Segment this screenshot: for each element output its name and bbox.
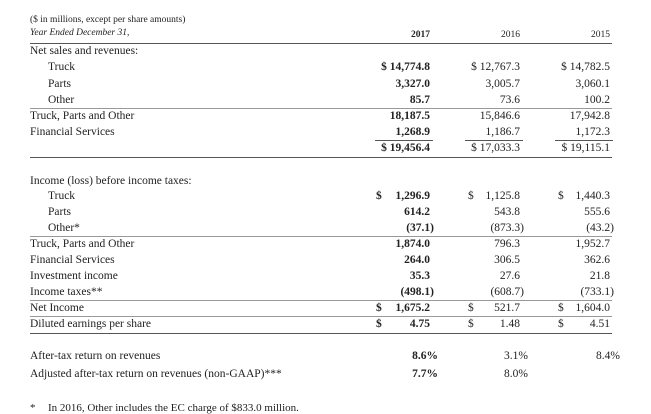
row-label: Other* — [48, 222, 80, 234]
cell-2017: (37.1) — [406, 222, 434, 234]
cell-2017: $ 14,774.8 — [381, 61, 430, 73]
cell-2017: 3,327.0 — [395, 78, 431, 90]
cell-2016: 3,005.7 — [485, 78, 521, 90]
row-label: Income taxes** — [30, 286, 103, 298]
period-label: Year Ended December 31, — [30, 28, 130, 38]
row-label: Other — [48, 94, 75, 106]
cell-2015: (733.1) — [580, 286, 614, 298]
total-2017: $ 19,456.4 — [381, 142, 430, 154]
cell-2017: 18,187.5 — [389, 110, 430, 122]
year-2016-header: 2016 — [501, 30, 520, 40]
total-2016: $ 17,033.3 — [471, 142, 520, 154]
cell-2015: 1,604.0 — [575, 302, 611, 314]
cell-2016: 521.7 — [494, 302, 520, 314]
row-divider — [30, 236, 612, 237]
cell-2016: 543.8 — [494, 206, 520, 218]
cell-2017: 7.7% — [412, 368, 438, 380]
row-divider — [30, 316, 612, 317]
cell-2015: 1,440.3 — [575, 190, 611, 202]
cell-2017: 8.6% — [412, 350, 438, 362]
row-label: Truck — [48, 61, 76, 73]
section-rule — [30, 333, 612, 334]
dollar-2016: $ — [468, 318, 474, 330]
row-label: Parts — [48, 206, 71, 218]
subtotal-rule-2015 — [555, 140, 613, 141]
dollar-2017: $ — [376, 302, 382, 314]
cell-2015: 1,952.7 — [575, 238, 611, 250]
cell-2016: 8.0% — [504, 368, 528, 380]
cell-2015: 100.2 — [584, 94, 610, 106]
row-label: Adjusted after-tax return on revenues (n… — [30, 368, 282, 380]
cell-2016: 15,846.6 — [479, 110, 520, 122]
subtotal-rule-2017 — [375, 140, 433, 141]
cell-2016: 27.6 — [499, 270, 520, 282]
cell-2017: 1,296.9 — [395, 190, 431, 202]
dollar-2015: $ — [558, 318, 564, 330]
footnote-marker: * — [30, 402, 36, 414]
cell-2016: 1.48 — [499, 318, 520, 330]
year-2015-header: 2015 — [591, 30, 610, 40]
cell-2017: 35.3 — [409, 270, 430, 282]
subtotal-rule-2016 — [465, 140, 523, 141]
cell-2017: (498.1) — [400, 286, 434, 298]
dollar-2017: $ — [376, 318, 382, 330]
cell-2016: (873.3) — [490, 222, 524, 234]
cell-2016: 1,125.8 — [485, 190, 521, 202]
total-2015: $ 19,115.1 — [561, 142, 610, 154]
cell-2016: 73.6 — [499, 94, 520, 106]
row-label: Truck — [48, 190, 76, 202]
dollar-2015: $ — [558, 302, 564, 314]
dollar-2016: $ — [468, 302, 474, 314]
cell-2017: 264.0 — [404, 254, 430, 266]
cell-2016: 796.3 — [494, 238, 520, 250]
dollar-2015: $ — [558, 190, 564, 202]
cell-2015: 17,942.8 — [569, 110, 610, 122]
row-divider — [30, 108, 612, 109]
cell-2016: 3.1% — [504, 350, 528, 362]
year-2017-header: 2017 — [411, 30, 430, 40]
row-label: Financial Services — [30, 126, 115, 138]
cell-2015: $ 14,782.5 — [561, 61, 610, 73]
row-label: After-tax return on revenues — [30, 350, 161, 362]
row-label: Truck, Parts and Other — [30, 110, 135, 122]
row-divider — [30, 300, 612, 301]
cell-2015: 3,060.1 — [575, 78, 611, 90]
cell-2016: 1,186.7 — [485, 126, 521, 138]
footnote-text: In 2016, Other includes the EC charge of… — [48, 402, 299, 414]
row-label: Investment income — [30, 270, 118, 282]
row-label: Parts — [48, 78, 71, 90]
cell-2015: 8.4% — [596, 350, 620, 362]
dollar-2016: $ — [468, 190, 474, 202]
section-rule — [30, 157, 612, 158]
cell-2016: (608.7) — [490, 286, 524, 298]
row-label: Diluted earnings per share — [30, 318, 152, 330]
cell-2017: 4.75 — [409, 318, 430, 330]
cell-2016: 306.5 — [494, 254, 520, 266]
cell-2015: 555.6 — [584, 206, 610, 218]
cell-2017: 1,675.2 — [395, 302, 431, 314]
cell-2015: 1,172.3 — [575, 126, 611, 138]
header-rule — [30, 43, 612, 44]
cell-2017: 614.2 — [404, 206, 430, 218]
row-label: Net Income — [30, 302, 84, 314]
row-label: Truck, Parts and Other — [30, 238, 135, 250]
units-note: ($ in millions, except per share amounts… — [30, 15, 186, 25]
cell-2015: 4.51 — [589, 318, 610, 330]
income-heading: Income (loss) before income taxes: — [30, 175, 192, 187]
cell-2017: 1,268.9 — [395, 126, 431, 138]
cell-2017: 85.7 — [409, 94, 430, 106]
cell-2015: 21.8 — [589, 270, 610, 282]
cell-2017: 1,874.0 — [395, 238, 431, 250]
cell-2015: 362.6 — [584, 254, 610, 266]
cell-2016: $ 12,767.3 — [471, 61, 520, 73]
cell-2015: (43.2) — [586, 222, 614, 234]
net-sales-heading: Net sales and revenues: — [30, 45, 139, 57]
dollar-2017: $ — [376, 190, 382, 202]
row-label: Financial Services — [30, 254, 115, 266]
